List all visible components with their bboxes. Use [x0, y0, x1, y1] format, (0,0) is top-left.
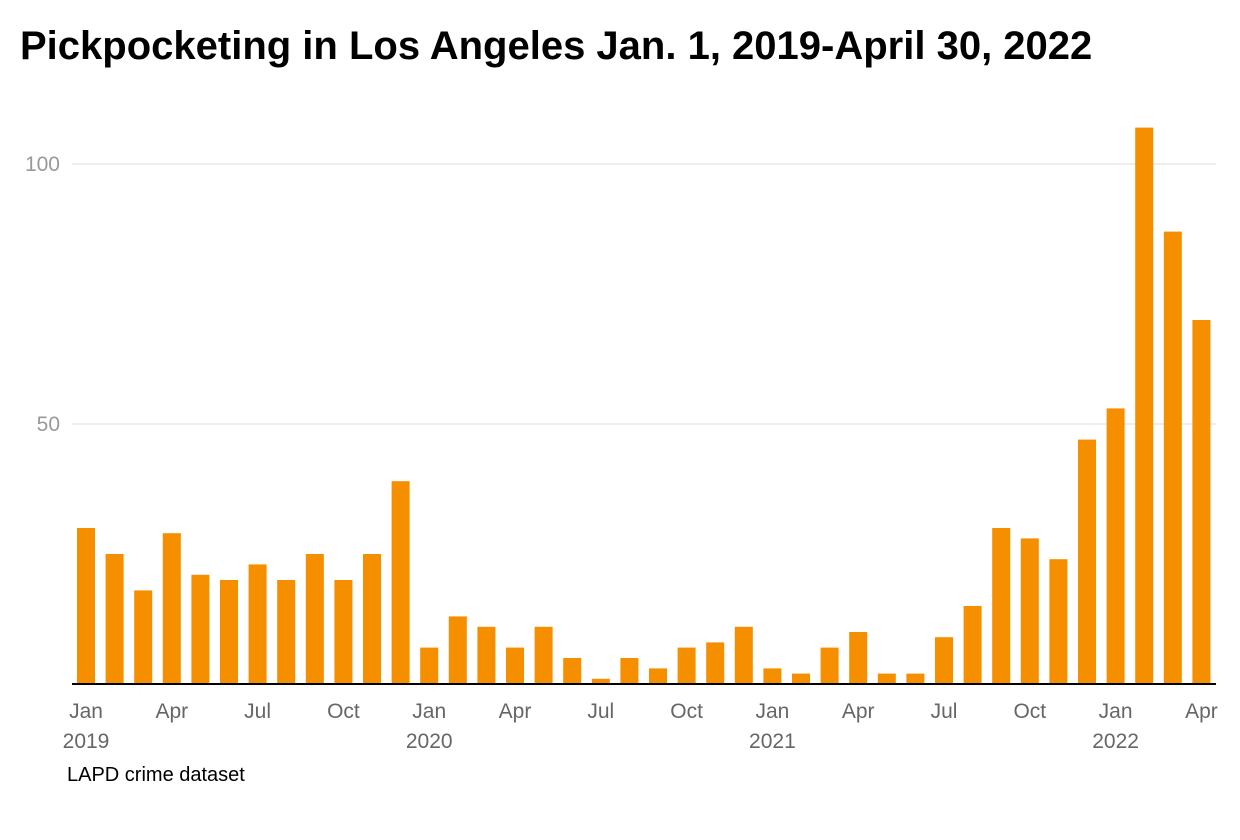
bar-2019-02: [105, 554, 124, 684]
x-tick-label-month: Oct: [327, 700, 360, 723]
bar-2019-05: [191, 574, 210, 684]
bar-2020-10: [677, 647, 696, 684]
bar-2021-09: [992, 528, 1011, 684]
bar-2019-09: [305, 554, 324, 684]
bar-2021-06: [906, 673, 925, 684]
x-tick-label-month: Jan: [412, 700, 446, 723]
bar-2021-11: [1049, 559, 1068, 684]
bar-2021-04: [849, 632, 868, 684]
chart-title: Pickpocketing in Los Angeles Jan. 1, 201…: [20, 24, 1093, 68]
bar-2020-12: [734, 626, 753, 684]
bar-2021-01: [763, 668, 782, 684]
bar-2019-10: [334, 580, 353, 684]
bar-2021-05: [877, 673, 896, 684]
bar-2019-06: [220, 580, 239, 684]
bar-2020-09: [649, 668, 668, 684]
bar-2021-10: [1020, 538, 1039, 684]
bar-2022-02: [1135, 127, 1154, 685]
x-tick-label-month: Apr: [155, 700, 188, 723]
bar-2022-04: [1192, 320, 1211, 684]
bar-2019-07: [248, 564, 267, 684]
bar-2019-03: [134, 590, 153, 684]
x-tick-label-year: 2022: [1092, 730, 1139, 753]
bar-2020-01: [420, 647, 439, 684]
bar-2019-11: [363, 554, 382, 684]
bar-2020-11: [706, 642, 725, 684]
x-tick-label-month: Oct: [1013, 700, 1046, 723]
y-tick-label: 100: [25, 153, 60, 176]
bar-2021-03: [820, 647, 839, 684]
bar-2020-03: [477, 626, 496, 684]
bar-2020-08: [620, 658, 639, 684]
bar-2021-02: [792, 673, 811, 684]
x-tick-label-month: Jul: [587, 700, 614, 723]
bar-2020-04: [506, 647, 525, 684]
bar-2022-03: [1163, 231, 1182, 684]
bar-2022-01: [1106, 408, 1125, 684]
bar-2021-07: [935, 637, 954, 684]
bar-2019-12: [391, 481, 410, 684]
bar-2020-05: [534, 626, 553, 684]
bar-2019-01: [77, 528, 96, 684]
x-tick-label-year: 2021: [749, 730, 796, 753]
bar-2021-12: [1078, 439, 1097, 684]
bar-2020-06: [563, 658, 582, 684]
bar-2021-08: [963, 606, 982, 684]
x-tick-label-year: 2019: [63, 730, 110, 753]
x-tick-label-month: Jul: [244, 700, 271, 723]
x-tick-label-month: Apr: [1185, 700, 1218, 723]
x-tick-label-month: Jan: [1099, 700, 1133, 723]
x-tick-label-month: Oct: [670, 700, 703, 723]
y-tick-label: 50: [37, 413, 60, 436]
x-tick-label-year: 2020: [406, 730, 453, 753]
x-tick-label-month: Jan: [69, 700, 103, 723]
bar-2019-04: [162, 533, 181, 684]
bar-2020-02: [448, 616, 467, 684]
x-tick-label-month: Apr: [842, 700, 875, 723]
x-tick-label-month: Apr: [499, 700, 532, 723]
x-tick-label-month: Jan: [755, 700, 789, 723]
bar-2019-08: [277, 580, 296, 684]
bar-2020-07: [591, 678, 610, 684]
source-note: LAPD crime dataset: [67, 764, 245, 786]
x-tick-label-month: Jul: [931, 700, 958, 723]
